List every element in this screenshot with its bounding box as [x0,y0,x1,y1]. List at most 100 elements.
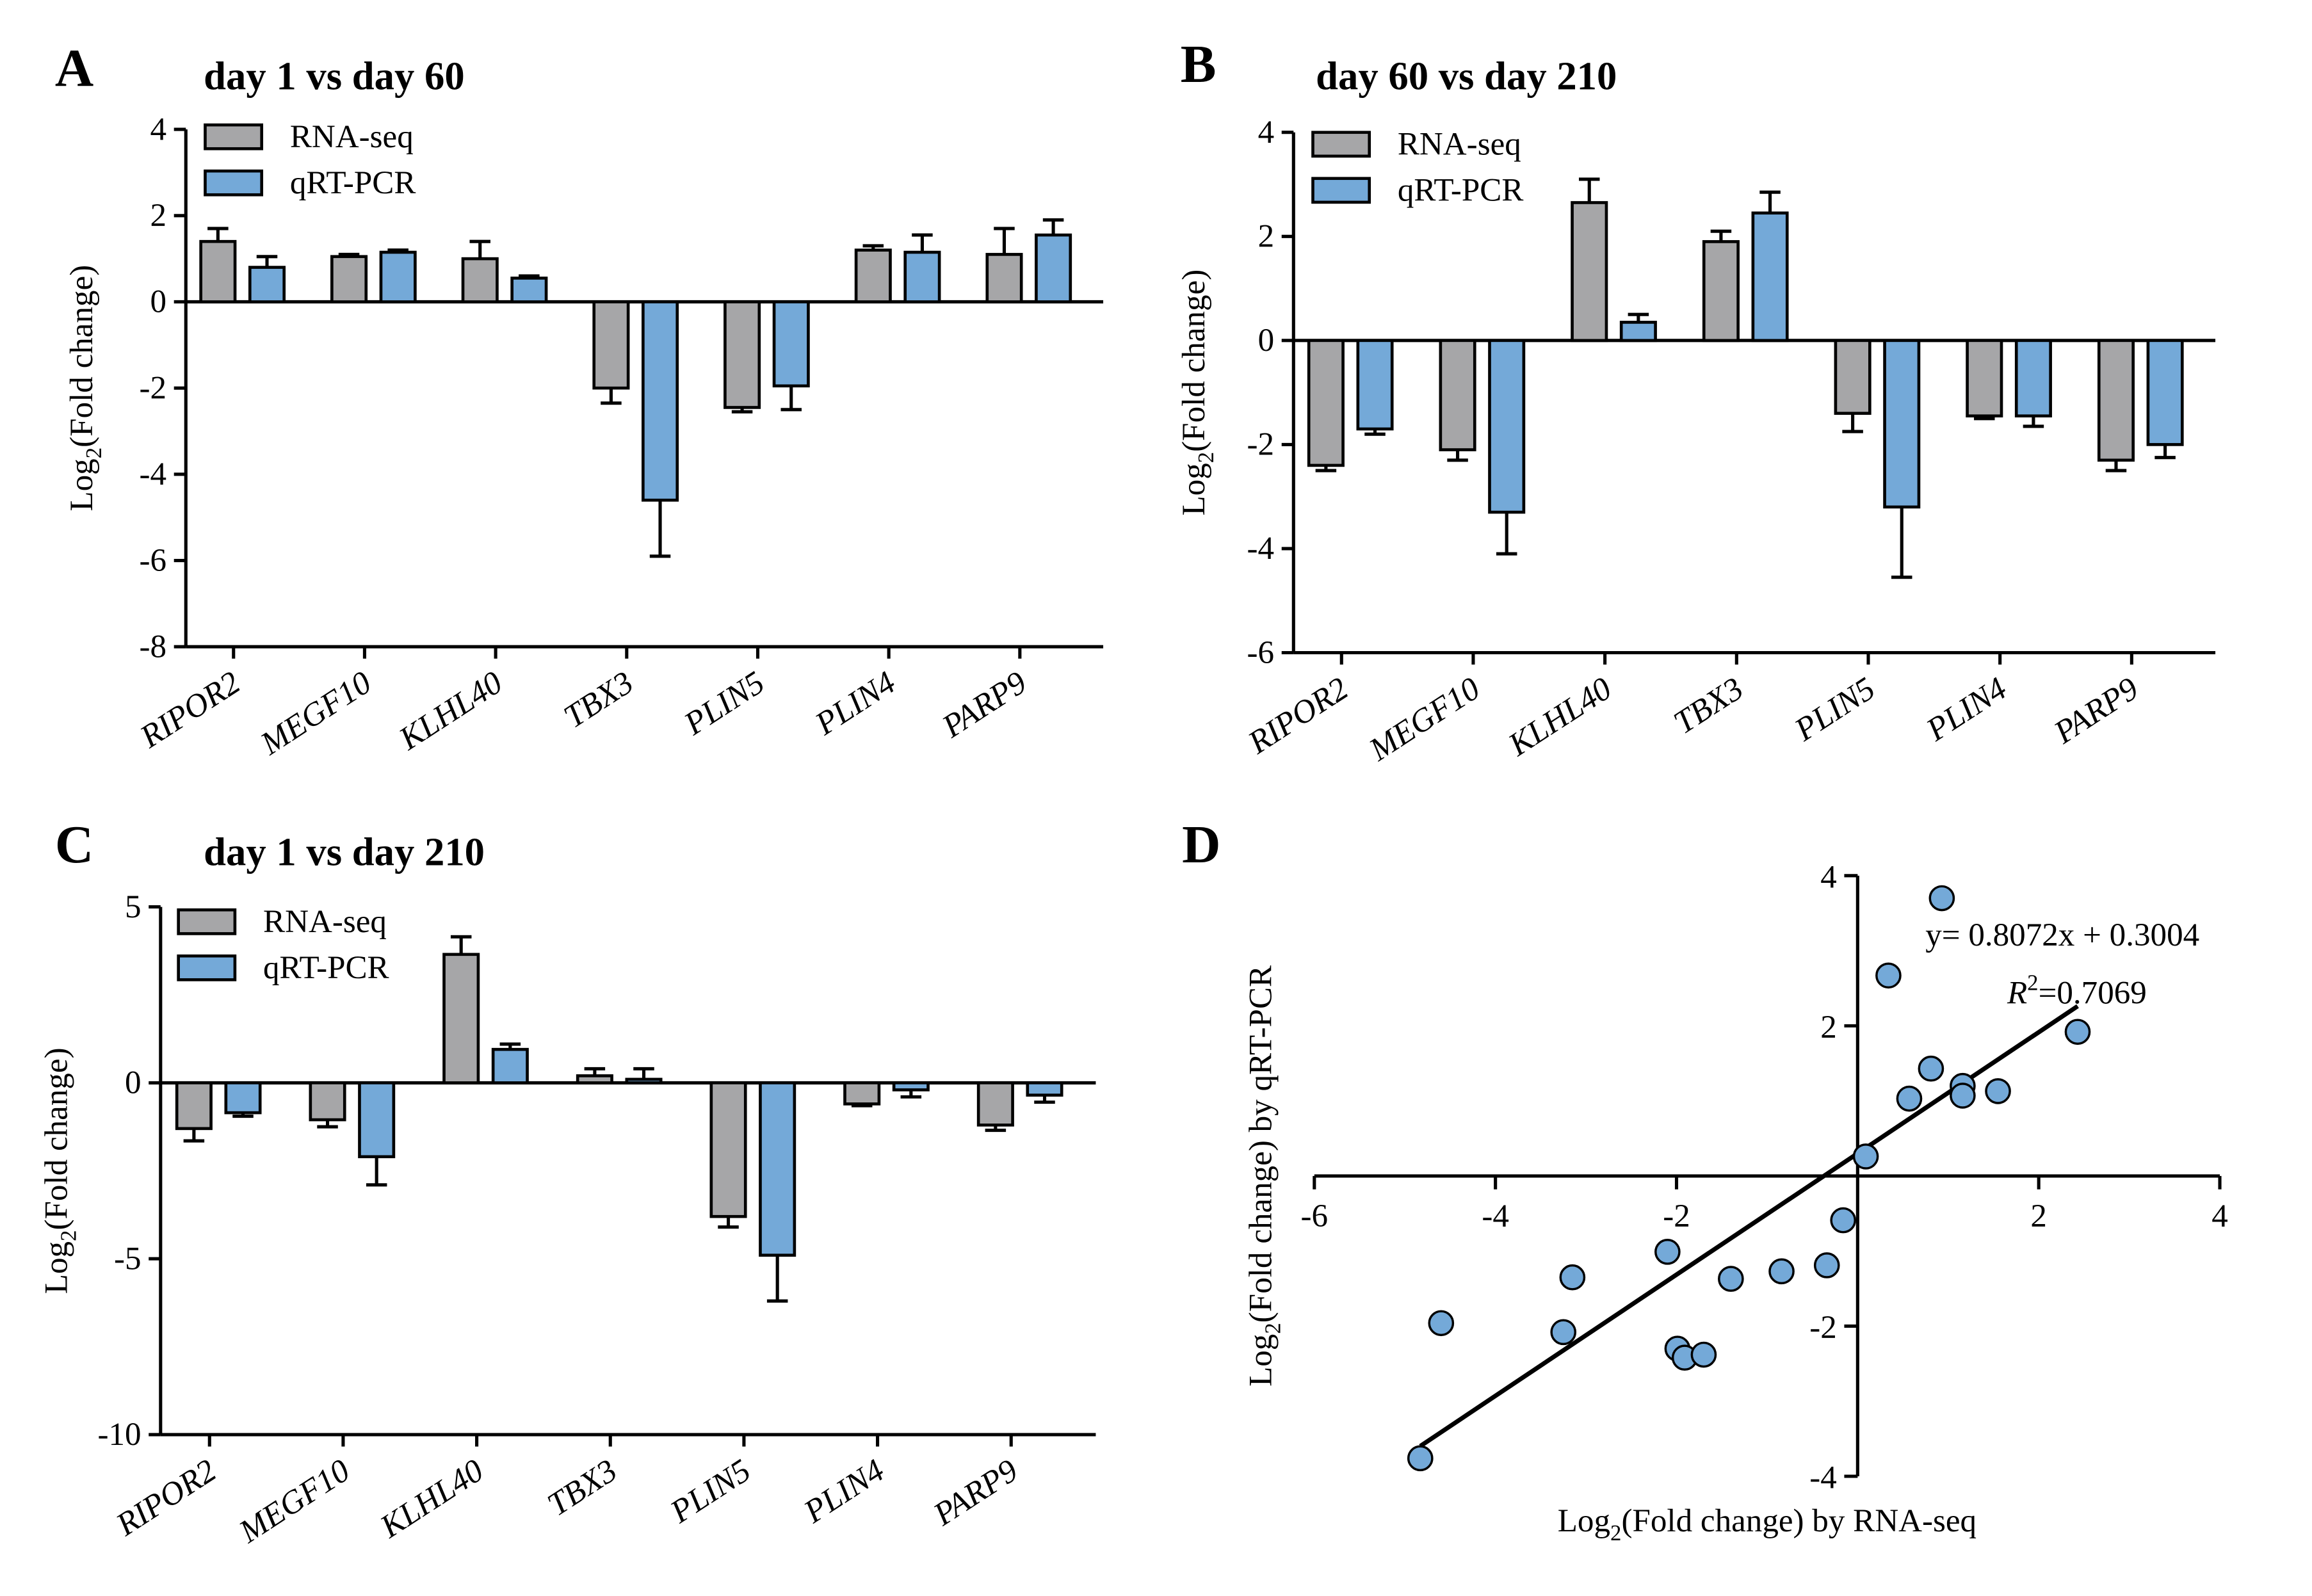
point [1718,1266,1744,1292]
bar [1702,240,1740,343]
bar [976,1081,1014,1127]
chart-title: day 1 vs day 210 [204,830,485,875]
bar [892,1081,930,1092]
bar [1026,1081,1063,1097]
point [1654,1239,1681,1265]
point [1875,962,1902,989]
y-tick-label: -5 [114,1240,141,1277]
x-tick-label: KLHL40 [392,664,509,757]
bar [625,1077,663,1084]
bar [199,239,237,303]
bar [985,253,1023,303]
x-axis-label-part: (Fold change) by RNA-seq [1621,1503,1977,1539]
bar [1966,339,2003,418]
bar [2014,339,2052,418]
point [1768,1258,1795,1285]
point [1985,1078,2011,1104]
bar [175,1081,213,1131]
y-axis-label: Log2(Fold change) by qRT-PCR [1242,965,1285,1387]
point [1852,1143,1879,1170]
panel-letter: A [55,40,93,99]
y-axis-label-part: Log [38,1241,74,1294]
chart-title: day 60 vs day 210 [1316,53,1617,98]
x-tick-label: TBX3 [558,664,640,735]
y-tick-label: -4 [1809,1460,1837,1496]
y-tick-label: -2 [140,369,167,406]
bar [642,300,679,502]
x-tick-label: PARP9 [935,664,1033,745]
bar [1307,339,1345,467]
x-tick-label: PLIN4 [808,664,901,743]
bar [592,300,630,390]
legend-label: qRT-PCR [290,165,416,201]
bar [1035,233,1072,303]
x-tick-label: 2 [2030,1198,2047,1234]
y-axis-label: Log2(Fold change) [38,1047,81,1294]
bar [1619,321,1657,343]
y-tick-label: -8 [140,628,167,665]
point [1950,1083,1976,1109]
bar [491,1047,529,1084]
equation: y= 0.8072x + 0.3004 [1925,917,2199,953]
y-tick-label: 0 [125,1065,141,1101]
point [1928,885,1955,912]
x-tick-label: -2 [1663,1198,1690,1234]
y-tick-label: -6 [140,542,167,579]
bar [709,1081,747,1218]
bar [461,257,499,303]
r-squared: R2=0.7069 [2007,971,2147,1012]
panel-letter: B [1181,35,1217,94]
x-tick-label: TBX3 [1667,670,1750,741]
bar [510,277,548,303]
bar [309,1081,346,1122]
y-axis-label-sub: 2 [81,447,106,458]
x-tick-label: PLIN5 [663,1452,757,1531]
y-tick-label: -2 [1247,426,1275,463]
r-squared-part: =0.7069 [2039,975,2147,1012]
y-axis-label-part: (Fold change) by qRT-PCR [1242,965,1279,1323]
bar [1751,211,1789,343]
x-tick-label: MEGF10 [232,1452,357,1550]
bar [759,1081,796,1257]
bar [442,953,480,1084]
x-tick-label: KLHL40 [1501,670,1618,764]
legend-swatch [177,908,237,935]
x-axis-label-sub: 2 [1610,1520,1621,1545]
point [1550,1319,1577,1346]
y-tick-label: 2 [1820,1009,1837,1045]
legend-label: qRT-PCR [263,949,389,986]
x-axis-label: Log2(Fold change) by RNA-seq [1558,1503,1977,1545]
bar [248,266,286,303]
y-tick-label: 4 [1258,114,1275,150]
point [1813,1252,1840,1278]
point [1690,1341,1717,1368]
point [1918,1055,1944,1082]
r-squared-part: R [2007,975,2027,1012]
legend-swatch [204,169,264,197]
bar [358,1081,396,1159]
y-axis-label-sub: 2 [56,1230,81,1241]
y-axis-label: Log2(Fold change) [63,265,106,512]
point [1428,1310,1455,1337]
bar [903,250,941,303]
y-tick-label: 0 [150,284,167,320]
legend-swatch [204,123,264,150]
y-tick-label: -4 [1247,530,1275,567]
x-tick-label: PLIN5 [677,664,771,743]
panel-letter: C [55,816,93,875]
y-axis-label-part: (Fold change) [38,1047,74,1230]
x-tick-label: TBX3 [541,1452,624,1523]
r-squared-sup: 2 [2027,971,2038,995]
x-tick-label: -6 [1301,1198,1329,1234]
x-tick-label: MEGF10 [254,664,378,762]
bar [1488,339,1526,514]
y-tick-label: 2 [150,197,167,234]
x-axis-label-part: Log [1558,1503,1610,1539]
legend-swatch [177,954,237,981]
y-tick-label: -2 [1809,1309,1837,1346]
chart-title: day 1 vs day 60 [204,53,465,98]
legend-swatch [1311,177,1371,204]
x-tick-label: -4 [1482,1198,1509,1234]
bar [1571,201,1608,343]
